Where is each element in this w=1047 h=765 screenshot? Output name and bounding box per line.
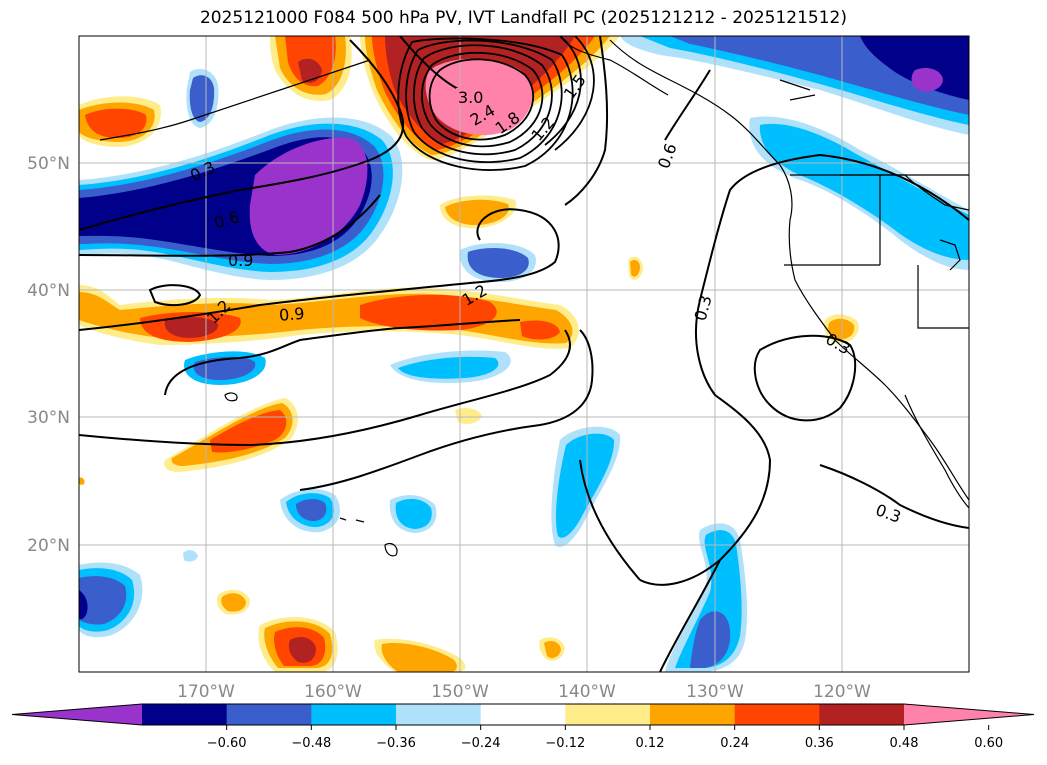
colorbar-tick-label: 0.12 <box>636 736 665 751</box>
pv-contours <box>79 36 969 672</box>
contour-label: 1.2 <box>527 113 558 145</box>
contour-label: 0.9 <box>278 304 305 325</box>
colorbar-swatch <box>819 704 905 725</box>
colorbar-swatch <box>650 704 736 725</box>
lon-label: 130°W <box>686 682 744 702</box>
colorbar-swatch <box>565 704 651 725</box>
lat-label: 30°N <box>27 408 70 428</box>
longitude-labels: 170°W 160°W 150°W 140°W 130°W 120°W <box>177 682 871 702</box>
negative-anomaly-shading <box>79 36 969 672</box>
lat-label: 20°N <box>27 536 70 556</box>
lat-label: 50°N <box>27 154 70 174</box>
colorbar-tick-label: −0.24 <box>461 736 501 751</box>
colorbar-tick-label: 0.48 <box>890 736 919 751</box>
contour-label: 0.3 <box>691 293 716 323</box>
colorbar-swatch <box>226 704 312 725</box>
colorbar-tick-label: −0.48 <box>291 736 331 751</box>
lon-label: 170°W <box>177 682 235 702</box>
graticule <box>79 36 969 672</box>
colorbar-tick-label: −0.60 <box>207 736 247 751</box>
lat-label: 40°N <box>27 281 70 301</box>
colorbar-swatch <box>142 704 228 725</box>
pv-contours-tight <box>397 36 595 171</box>
latitude-labels: 50°N 40°N 30°N 20°N <box>27 154 70 556</box>
lon-label: 120°W <box>813 682 871 702</box>
colorbar-tick-label: 0.36 <box>805 736 834 751</box>
map-title: 2025121000 F084 500 hPa PV, IVT Landfall… <box>199 8 847 28</box>
coastlines <box>99 36 969 557</box>
map-frame <box>78 35 970 673</box>
colorbar-tick-label: −0.36 <box>376 736 416 751</box>
lon-label: 140°W <box>558 682 616 702</box>
colorbar-extend-high <box>904 704 1034 725</box>
colorbar-swatch <box>396 704 482 725</box>
colorbar-tick-label: 0.24 <box>720 736 749 751</box>
contour-label: 0.6 <box>654 141 681 171</box>
contour-label: 3.0 <box>458 88 483 107</box>
contour-label: 0.9 <box>228 251 253 270</box>
colorbar-swatch <box>734 704 820 725</box>
colorbar-tick-label: −0.12 <box>545 736 585 751</box>
colorbar-swatch <box>480 704 566 725</box>
colorbar-tick-label: 0.60 <box>974 736 1003 751</box>
colorbar: −0.60 −0.48 −0.36 −0.24 −0.12 0.12 0.24 0.36 0.4… <box>11 703 1035 751</box>
lon-label: 160°W <box>304 682 362 702</box>
lon-label: 150°W <box>431 682 489 702</box>
colorbar-swatch <box>311 704 397 725</box>
colorbar-outline <box>11 703 1035 726</box>
shading-layer <box>79 36 969 672</box>
colorbar-extend-low <box>12 704 142 725</box>
